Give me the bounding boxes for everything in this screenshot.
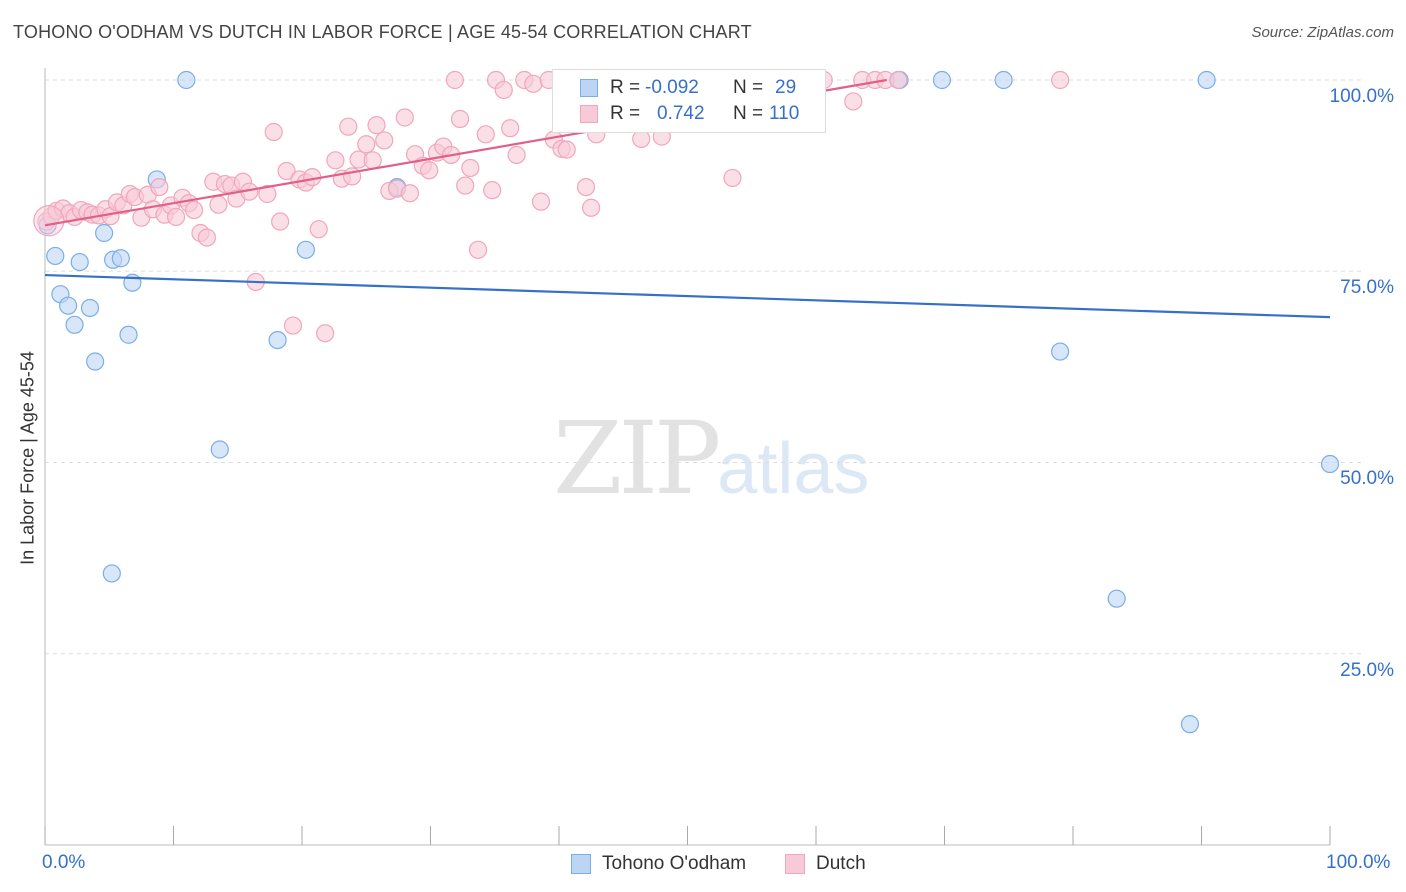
y-axis-label: In Labor Force | Age 45-54: [17, 351, 38, 565]
point-tohono-16: [210, 440, 229, 459]
point-dutch-48: [339, 117, 358, 136]
y-tick-label-50: 50.0%: [1340, 468, 1394, 489]
point-tohono-5: [70, 252, 89, 272]
point-dutch-68: [461, 158, 480, 178]
axes: [44, 68, 1331, 846]
chart-source: Source: ZipAtlas.com: [1251, 24, 1394, 41]
point-dutch-19: [150, 178, 169, 197]
tohono-n-value: 29: [775, 77, 797, 98]
tohono-n-label: N =: [733, 77, 764, 98]
point-dutch-85: [582, 198, 601, 217]
point-dutch-67: [456, 176, 475, 195]
point-dutch-69: [468, 240, 488, 259]
x-tick-label-0: 0.0%: [42, 852, 86, 873]
point-tohono-4: [65, 315, 84, 334]
chart-title: TOHONO O'ODHAM VS DUTCH IN LABOR FORCE |…: [13, 22, 752, 42]
grid-lines: [45, 79, 1365, 655]
point-dutch-29: [209, 195, 228, 214]
point-dutch-73: [494, 80, 513, 100]
stats-legend-row-tohono: R = -0.092 N = 29: [553, 75, 825, 101]
point-tohono-24: [1051, 342, 1070, 361]
legend-tohono-label: Tohono O'odham: [602, 853, 747, 874]
point-dutch-cluster: [33, 205, 65, 237]
point-dutch-40: [283, 316, 303, 335]
dutch-n-value: 110: [769, 103, 800, 124]
point-dutch-104: [844, 92, 863, 111]
point-tohono-18: [296, 240, 315, 259]
point-dutch-108: [889, 70, 908, 90]
point-dutch-46: [326, 151, 345, 170]
point-dutch-75: [507, 145, 526, 165]
point-tohono-7: [86, 352, 105, 371]
point-tohono-27: [1197, 70, 1216, 90]
point-dutch-77: [524, 74, 543, 93]
point-dutch-39: [277, 161, 296, 181]
point-dutch-22: [166, 207, 186, 227]
tohono-swatch: [580, 79, 598, 97]
point-tohono-26: [1180, 715, 1200, 734]
legend-tohono-swatch: [571, 854, 591, 874]
point-dutch-78: [531, 192, 551, 211]
point-tohono-17: [268, 331, 287, 350]
y-tick-label-100: 100.0%: [1329, 86, 1394, 107]
point-dutch-70: [476, 125, 495, 144]
dutch-r-value: 0.742: [657, 103, 705, 124]
dutch-swatch: [580, 105, 598, 123]
point-dutch-38: [271, 212, 290, 231]
point-dutch-57: [395, 108, 414, 127]
point-tohono-9: [102, 564, 121, 583]
point-dutch-74: [501, 119, 520, 138]
point-tohono-6: [80, 298, 100, 318]
point-tohono-8: [95, 223, 114, 243]
point-dutch-36: [258, 184, 277, 204]
point-tohono-23: [994, 70, 1013, 90]
point-dutch-44: [309, 220, 328, 239]
point-dutch-82: [557, 140, 576, 159]
stats-legend: R = -0.092 N = 29 R = 0.742 N = 110: [552, 69, 826, 133]
y-tick-label-25: 25.0%: [1340, 660, 1394, 681]
point-tohono-15: [177, 70, 196, 90]
tohono-r-label: R =: [610, 77, 641, 98]
legend-dutch-label: Dutch: [816, 853, 866, 874]
point-tohono-12: [119, 325, 138, 344]
x-tick-label-100: 100.0%: [1326, 852, 1391, 873]
point-dutch-27: [197, 228, 217, 247]
dutch-n-label: N =: [733, 103, 764, 124]
point-dutch-45: [316, 324, 335, 343]
point-dutch-53: [367, 116, 386, 135]
point-tohono-28: [1320, 454, 1340, 474]
point-dutch-97: [723, 168, 742, 188]
point-dutch-25: [184, 200, 204, 220]
point-tohono-3: [59, 296, 78, 315]
point-dutch-61: [420, 161, 439, 180]
point-tohono-25: [1107, 589, 1126, 608]
point-dutch-58: [400, 184, 420, 203]
legend-dutch-swatch: [785, 854, 805, 874]
point-dutch-66: [450, 109, 470, 129]
dutch-r-label: R =: [610, 103, 641, 124]
point-dutch-54: [375, 131, 394, 150]
stats-legend-row-dutch: R = 0.742 N = 110: [553, 101, 825, 127]
tohono-r-value: -0.092: [645, 77, 699, 98]
data-points: [33, 70, 1340, 734]
point-dutch-84: [576, 178, 596, 197]
point-dutch-52: [363, 151, 382, 170]
point-dutch-65: [445, 70, 465, 90]
point-tohono-1: [46, 246, 65, 266]
y-tick-label-75: 75.0%: [1340, 277, 1394, 298]
point-dutch-109: [1051, 70, 1070, 90]
point-dutch-51: [357, 135, 376, 154]
point-tohono-22: [932, 70, 952, 90]
trend-line-tohono: [44, 273, 1331, 319]
point-dutch-71: [483, 181, 502, 200]
point-dutch-37: [264, 122, 283, 142]
point-tohono-11: [111, 249, 130, 268]
